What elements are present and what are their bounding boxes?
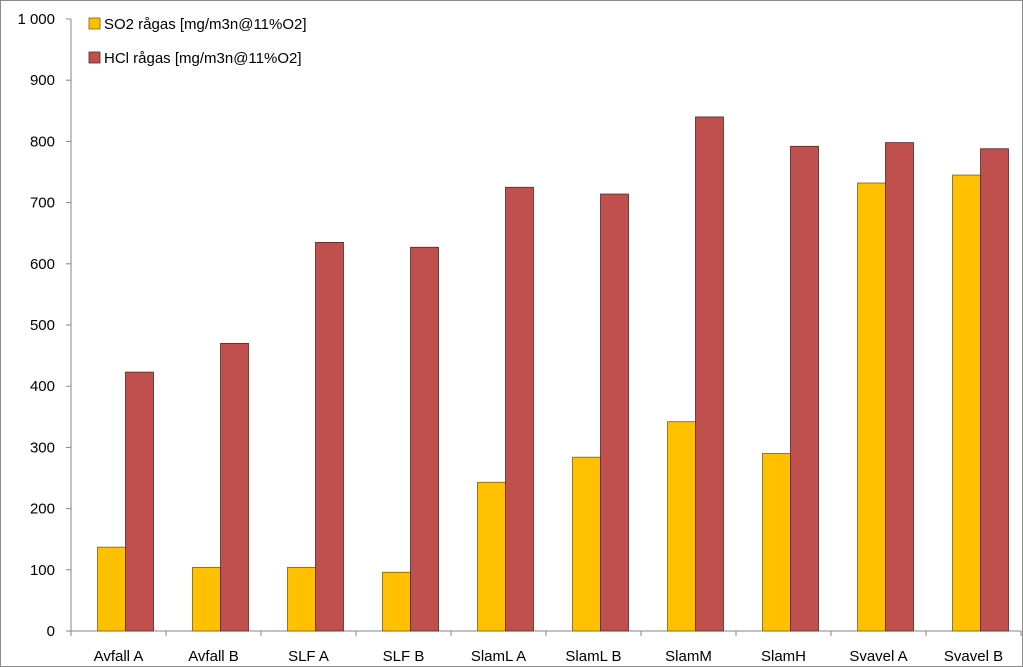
y-tick-label: 0: [47, 623, 55, 640]
bar-hcl: [315, 241, 344, 632]
y-tick-label: 200: [30, 501, 55, 518]
legend-label-so2: SO2 rågas [mg/m3n@11%O2]: [104, 16, 307, 33]
bar-hcl: [790, 145, 819, 632]
bar-so2: [192, 566, 221, 632]
bar-so2: [667, 421, 696, 632]
legend-swatch-so2: [88, 17, 101, 30]
x-tick-label: SLF B: [383, 648, 425, 665]
bar-hcl: [980, 148, 1009, 632]
bar-so2: [572, 456, 601, 632]
x-tick-label: SlamL A: [471, 648, 526, 665]
x-tick-label: SlamM: [665, 648, 712, 665]
x-tick-label: SLF A: [288, 648, 329, 665]
bar-so2: [762, 453, 791, 632]
legend-label-hcl: HCl rågas [mg/m3n@11%O2]: [104, 50, 302, 67]
bar-so2: [97, 546, 126, 632]
y-tick-label: 300: [30, 439, 55, 456]
legend: SO2 rågas [mg/m3n@11%O2] HCl rågas [mg/m…: [88, 16, 307, 67]
y-tick-label: 400: [30, 378, 55, 395]
bar-hcl: [125, 371, 154, 632]
y-tick-label: 800: [30, 133, 55, 150]
x-tick-label: Svavel A: [849, 648, 907, 665]
bar-so2: [287, 566, 316, 632]
x-tick-label: SlamH: [761, 648, 806, 665]
bar-hcl: [695, 116, 724, 632]
plot-area: 0 100 200 300 400 500 600 700 800 900 1 000 Avfall …: [17, 11, 1022, 665]
x-tick-label: Avfall A: [94, 648, 144, 665]
bar-hcl: [885, 142, 914, 632]
bar-hcl: [220, 342, 249, 632]
y-tick-label: 100: [30, 562, 55, 579]
y-tick-label: 900: [30, 72, 55, 89]
bar-hcl: [600, 193, 629, 632]
bar-hcl: [505, 186, 534, 632]
y-tick-label: 500: [30, 317, 55, 334]
x-tick-label: SlamL B: [565, 648, 621, 665]
bar-so2: [477, 481, 506, 632]
y-tick-label: 600: [30, 256, 55, 273]
bar-hcl: [410, 246, 439, 632]
legend-swatch-hcl: [88, 51, 101, 64]
bar-so2: [857, 182, 886, 632]
bar-so2: [382, 571, 411, 632]
y-tick-label: 1 000: [17, 11, 55, 28]
y-tick-label: 700: [30, 195, 55, 212]
x-tick-label: Avfall B: [188, 648, 239, 665]
bar-so2: [952, 174, 981, 632]
x-tick-label: Svavel B: [944, 648, 1003, 665]
